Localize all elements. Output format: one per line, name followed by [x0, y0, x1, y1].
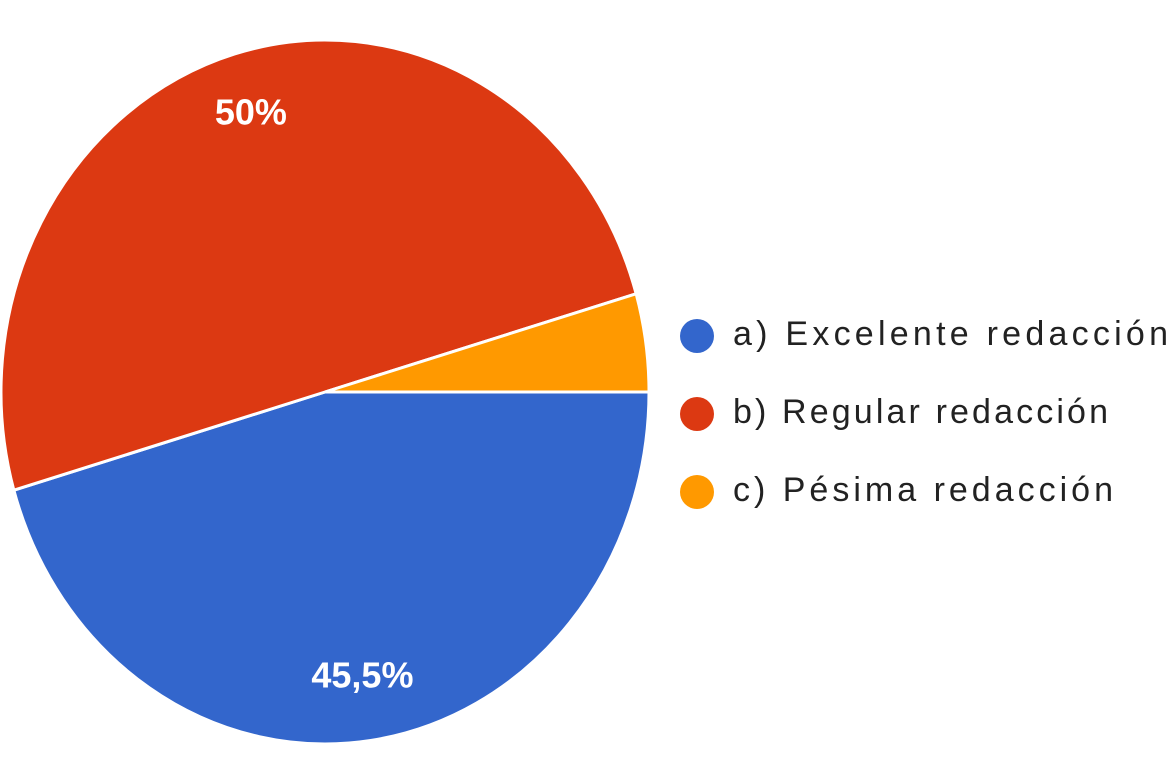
- slice-label: 45,5%: [311, 654, 413, 695]
- pie-slice: [0, 38, 638, 493]
- legend-label: b) Regular redacción: [733, 393, 1108, 431]
- legend-label: a) Excelente redacción: [733, 315, 1168, 353]
- legend-marker: [680, 397, 714, 431]
- slice-label: 50%: [215, 91, 287, 132]
- pie-slice: [12, 390, 651, 746]
- legend-marker: [680, 475, 714, 509]
- legend-marker: [680, 319, 714, 353]
- pie-slice: [324, 291, 651, 394]
- legend-label: c) Pésima redacción: [733, 471, 1113, 509]
